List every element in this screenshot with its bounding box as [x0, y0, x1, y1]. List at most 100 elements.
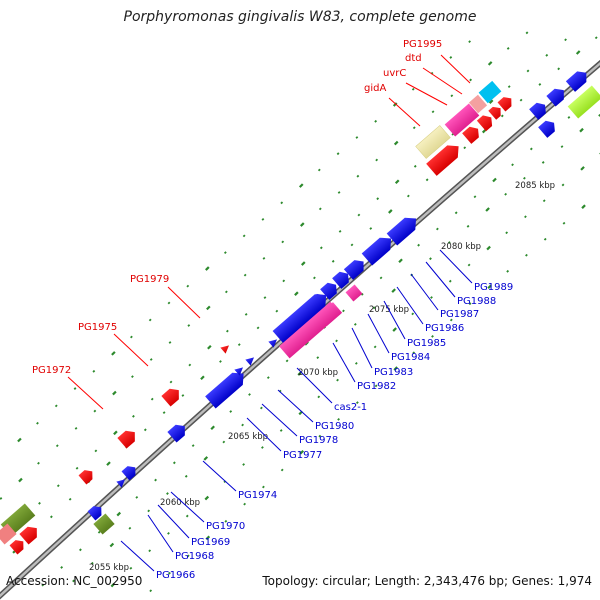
gene-label-PG1979[interactable]: PG1979: [130, 274, 169, 285]
gene-label-PG1980[interactable]: PG1980: [315, 421, 354, 432]
scale-tick: [360, 292, 364, 296]
gene-label-PG1988[interactable]: PG1988: [457, 296, 496, 307]
gene-blue-far-4[interactable]: [538, 117, 559, 138]
scale-tick: [279, 429, 283, 432]
gene-label-cas2-1[interactable]: cas2-1: [334, 402, 367, 413]
gene-PG1970[interactable]: [121, 463, 140, 481]
gene-PG1975[interactable]: [161, 385, 183, 407]
gene-PG1978[interactable]: [245, 354, 256, 366]
gene-blue-tiny-1[interactable]: [268, 336, 279, 348]
gene-red-small-2[interactable]: [476, 112, 496, 132]
gene-PG1974[interactable]: [167, 421, 189, 443]
gene-PG1987[interactable]: [343, 256, 368, 280]
gene-label-PG1972[interactable]: PG1972: [32, 365, 71, 376]
gene-PG1968[interactable]: [87, 503, 106, 521]
gene-PG1972[interactable]: [117, 427, 139, 449]
scale-tick: [186, 554, 190, 558]
gene-blue-far-3[interactable]: [565, 68, 591, 92]
scale-tick: [222, 440, 226, 444]
gene-label-gidA[interactable]: gidA: [364, 83, 386, 94]
gene-red-small-1[interactable]: [462, 123, 483, 144]
gene-blue-far-2[interactable]: [546, 85, 568, 107]
gene-blue-far-1[interactable]: [529, 99, 550, 120]
gene-PG1969[interactable]: [116, 476, 127, 488]
gene-label-PG1970[interactable]: PG1970: [206, 521, 245, 532]
gene-label-PG1995[interactable]: PG1995: [403, 39, 442, 50]
scale-tick: [135, 496, 139, 499]
gene-features: [0, 68, 600, 555]
scale-tick: [316, 356, 320, 359]
scale-tick: [406, 194, 410, 198]
scale-tick: [411, 312, 415, 316]
gene-pink-small[interactable]: [345, 284, 363, 302]
genome-title: Porphyromonas gingivalis W83, complete g…: [123, 9, 477, 25]
gene-label-PG1975[interactable]: PG1975: [78, 322, 117, 333]
scale-tick: [485, 207, 490, 212]
gene-red-small-4[interactable]: [497, 94, 516, 112]
gene-lime[interactable]: [567, 85, 600, 119]
scale-tick: [148, 318, 152, 322]
gene-PG1986[interactable]: [332, 268, 353, 289]
scale-tick: [243, 273, 247, 277]
leader-line: [67, 376, 104, 410]
gene-label-PG1983[interactable]: PG1983: [374, 367, 413, 378]
gene-PG1988[interactable]: [361, 232, 397, 266]
scale-tick: [113, 430, 118, 436]
gene-uvrC[interactable]: [444, 103, 480, 137]
scale-tick: [429, 257, 432, 261]
gene-red-small-3[interactable]: [488, 104, 504, 120]
scale-tick: [229, 410, 233, 413]
scale-tick: [318, 434, 322, 438]
gene-gidA[interactable]: [415, 125, 451, 159]
scale-tick: [354, 362, 358, 365]
gene-red-left-2[interactable]: [9, 537, 28, 555]
scale-label: 2060 kbp: [160, 498, 200, 508]
gene-salmon-left[interactable]: [0, 523, 17, 545]
gene-label-PG1985[interactable]: PG1985: [407, 338, 446, 349]
scale-tick: [111, 351, 116, 356]
gene-label-PG1966[interactable]: PG1966: [156, 570, 195, 581]
scale-tick: [219, 360, 222, 363]
gene-red-left-1[interactable]: [19, 523, 41, 545]
gene-PG1995[interactable]: [478, 80, 502, 104]
gene-label-PG1987[interactable]: PG1987: [440, 309, 479, 320]
gene-cas2-1[interactable]: [279, 301, 341, 359]
scale-tick: [525, 31, 529, 35]
scale-tick: [398, 258, 403, 264]
gene-label-PG1986[interactable]: PG1986: [425, 323, 464, 334]
scale-tick: [369, 227, 373, 230]
scale-tick: [154, 478, 157, 482]
scale-tick: [97, 530, 101, 534]
gene-red-large[interactable]: [426, 140, 464, 176]
leader-line: [425, 261, 456, 298]
scale-label: 2085 kbp: [515, 181, 555, 191]
scale-tick: [488, 99, 494, 104]
gene-PG1966[interactable]: [93, 513, 115, 535]
gene-label-PG1982[interactable]: PG1982: [357, 381, 396, 392]
gene-PG1985[interactable]: [320, 279, 341, 300]
gene-label-PG1989[interactable]: PG1989: [474, 282, 513, 293]
scale-tick: [172, 461, 176, 465]
gene-label-PG1978[interactable]: PG1978: [299, 435, 338, 446]
gene-PG1989[interactable]: [386, 212, 422, 246]
gene-label-PG1984[interactable]: PG1984: [391, 352, 430, 363]
scale-tick: [542, 199, 546, 203]
scale-tick: [467, 263, 471, 267]
gene-blue-tiny-2[interactable]: [234, 364, 245, 376]
scale-tick: [355, 136, 359, 139]
gene-PG1971[interactable]: [78, 467, 97, 485]
scale-tick: [567, 116, 571, 119]
gene-label-PG1977[interactable]: PG1977: [283, 450, 322, 461]
gene-label-dtd[interactable]: dtd: [405, 53, 422, 64]
gene-label-uvrC[interactable]: uvrC: [383, 68, 406, 79]
gene-PG1977[interactable]: [205, 368, 249, 409]
gene-dtd[interactable]: [468, 94, 488, 114]
gene-label-PG1968[interactable]: PG1968: [175, 551, 214, 562]
gene-label-PG1974[interactable]: PG1974: [238, 490, 277, 501]
gene-label-PG1969[interactable]: PG1969: [191, 537, 230, 548]
gene-PG1979[interactable]: [220, 342, 231, 354]
scale-tick: [297, 371, 302, 376]
gene-PG1983[interactable]: [272, 289, 332, 344]
scale-tick: [319, 246, 323, 250]
